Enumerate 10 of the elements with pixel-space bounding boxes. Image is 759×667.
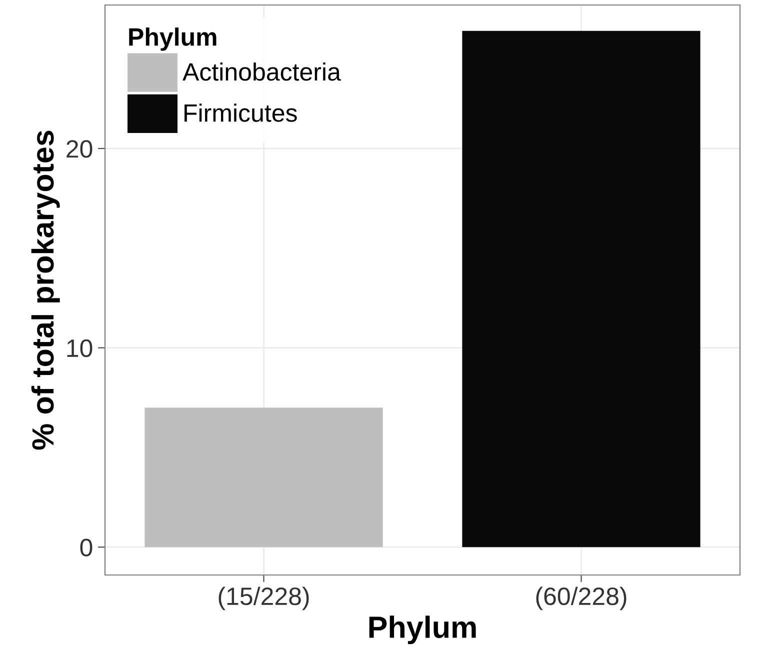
y-tick-label: 10 <box>67 339 92 358</box>
x-axis-title: Phylum <box>369 616 476 644</box>
y-axis-title: % of total prokaryotes <box>31 130 60 450</box>
y-tick-label: 0 <box>80 538 92 556</box>
legend-label: Firmicutes <box>184 104 297 122</box>
x-tick-label: (60/228) <box>536 586 626 610</box>
y-tick-label: 20 <box>66 140 92 158</box>
legend-label: Actinobacteria <box>182 62 341 81</box>
x-tick-label: (15/228) <box>218 586 309 610</box>
legend-title: Phylum <box>129 28 216 51</box>
